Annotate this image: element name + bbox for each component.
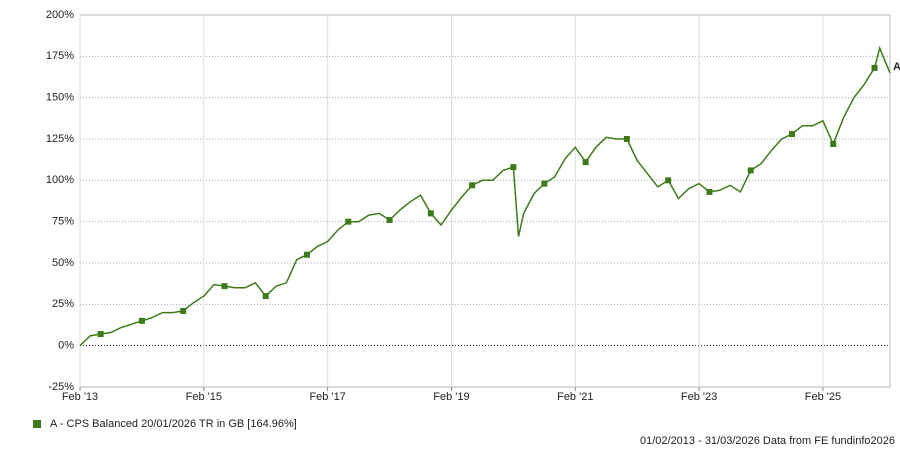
plot-area bbox=[79, 14, 891, 388]
legend-label: A - CPS Balanced 20/01/2026 TR in GB [16… bbox=[50, 418, 297, 430]
y-tick-label: -25% bbox=[48, 381, 74, 393]
series-marker bbox=[871, 64, 878, 71]
x-tick-label: Feb '13 bbox=[62, 391, 98, 403]
series-marker bbox=[582, 159, 589, 166]
y-tick-label: 200% bbox=[46, 9, 74, 21]
series-marker bbox=[180, 307, 187, 314]
footer: 01/02/2013 - 31/03/2026 Data from FE fun… bbox=[640, 435, 895, 447]
x-tick-label: Feb '17 bbox=[309, 391, 345, 403]
x-tick-label: Feb '19 bbox=[433, 391, 469, 403]
legend-marker bbox=[33, 420, 41, 428]
y-tick-label: 75% bbox=[52, 216, 74, 228]
series-marker bbox=[541, 180, 548, 187]
series-marker bbox=[665, 177, 672, 184]
series-marker bbox=[138, 317, 145, 324]
series-marker bbox=[747, 167, 754, 174]
y-tick-label: 0% bbox=[58, 340, 74, 352]
series-marker bbox=[262, 293, 269, 300]
y-tick-label: 25% bbox=[52, 298, 74, 310]
series-marker bbox=[623, 136, 630, 142]
y-tick-label: 150% bbox=[46, 92, 74, 104]
series-marker bbox=[304, 251, 311, 258]
x-tick-label: Feb '15 bbox=[186, 391, 222, 403]
end-label: A bbox=[893, 61, 900, 73]
y-tick-label: 125% bbox=[46, 133, 74, 145]
series-marker bbox=[427, 210, 434, 217]
series-marker bbox=[788, 131, 795, 138]
x-tick-label: Feb '21 bbox=[557, 391, 593, 403]
series-marker bbox=[469, 182, 476, 189]
y-tick-label: 100% bbox=[46, 174, 74, 186]
y-tick-label: 175% bbox=[46, 50, 74, 62]
series-marker bbox=[386, 217, 393, 224]
x-tick-label: Feb '25 bbox=[805, 391, 841, 403]
series-marker bbox=[221, 283, 228, 290]
y-tick-label: 50% bbox=[52, 257, 74, 269]
series-marker bbox=[97, 331, 104, 338]
x-tick-label: Feb '23 bbox=[681, 391, 717, 403]
series-marker bbox=[706, 188, 713, 195]
series-marker bbox=[510, 164, 517, 171]
series-marker bbox=[830, 140, 837, 147]
series-marker bbox=[345, 218, 352, 225]
series-line bbox=[79, 45, 891, 347]
